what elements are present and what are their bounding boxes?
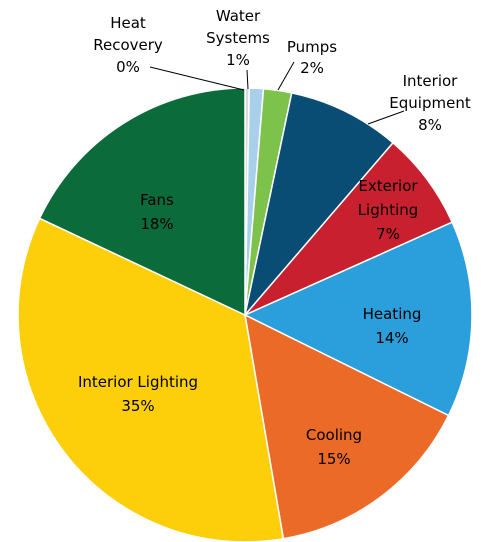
leader-line-pumps [277, 61, 295, 91]
pie-slices [17, 87, 473, 542]
slice-label-interior-equipment: Interior Equipment 8% [389, 72, 471, 134]
slice-label-heat-recovery: Heat Recovery 0% [93, 14, 163, 76]
pie-slice-fans [38, 87, 246, 317]
leader-line-water-systems [246, 69, 249, 90]
pie-slice-heating [243, 221, 473, 417]
leader-lines [149, 61, 405, 125]
pie-slice-interior-equipment [244, 91, 395, 316]
slice-label-water-systems: Water Systems 1% [206, 7, 270, 69]
pie-slice-interior-lighting [17, 217, 285, 542]
slice-labels: Heat Recovery 0% Water Systems 1% Pumps 2% Inter… [78, 7, 471, 468]
slice-label-interior-lighting: Interior Lighting 35% [78, 373, 198, 415]
slice-label-heating: Heating 14% [363, 305, 422, 347]
slice-label-cooling: Cooling 15% [306, 426, 362, 468]
slice-label-exterior-lighting: Exterior Lighting 7% [358, 177, 419, 243]
leader-line-heat-recovery [149, 66, 245, 91]
leader-line-interior-equipment [367, 110, 405, 125]
pie-slice-cooling [244, 313, 450, 540]
slice-label-fans: Fans 18% [140, 191, 174, 233]
slice-label-pumps: Pumps 2% [287, 38, 337, 77]
